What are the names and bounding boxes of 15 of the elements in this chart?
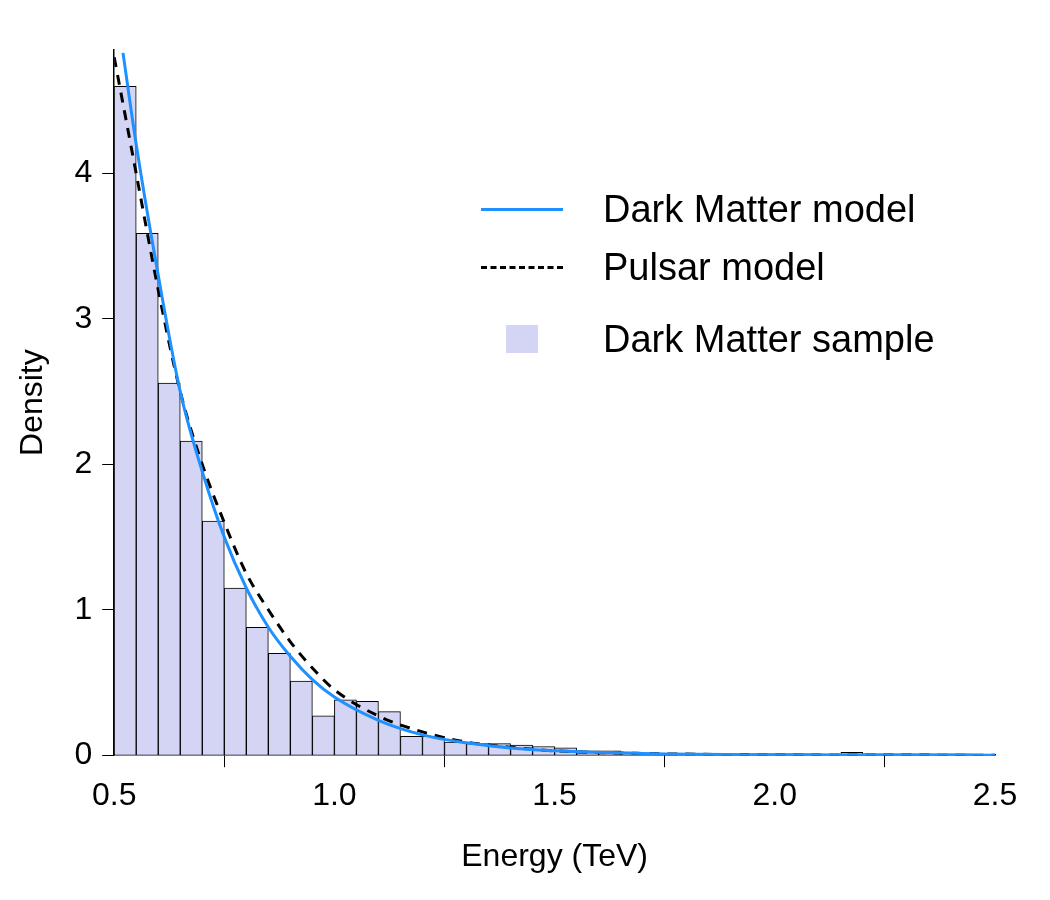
y-tick-label: 0 <box>74 735 93 772</box>
legend-label: Dark Matter sample <box>603 317 935 361</box>
x-tick-label: 1.0 <box>312 776 357 813</box>
y-axis-title: Density <box>13 349 50 456</box>
x-axis-title: Energy (TeV) <box>461 836 648 873</box>
y-tick-label: 2 <box>74 444 93 481</box>
x-tick-label: 0.5 <box>91 776 137 813</box>
legend-label: Dark Matter model <box>603 187 916 231</box>
x-tick-label: 2.0 <box>752 776 798 813</box>
x-tick-label: 1.5 <box>532 776 577 813</box>
legend-label: Pulsar model <box>603 245 825 289</box>
x-tick-label: 2.5 <box>972 776 1018 813</box>
y-tick-label: 3 <box>74 298 93 335</box>
y-tick-label: 1 <box>74 589 93 626</box>
y-tick-label: 4 <box>74 153 93 190</box>
